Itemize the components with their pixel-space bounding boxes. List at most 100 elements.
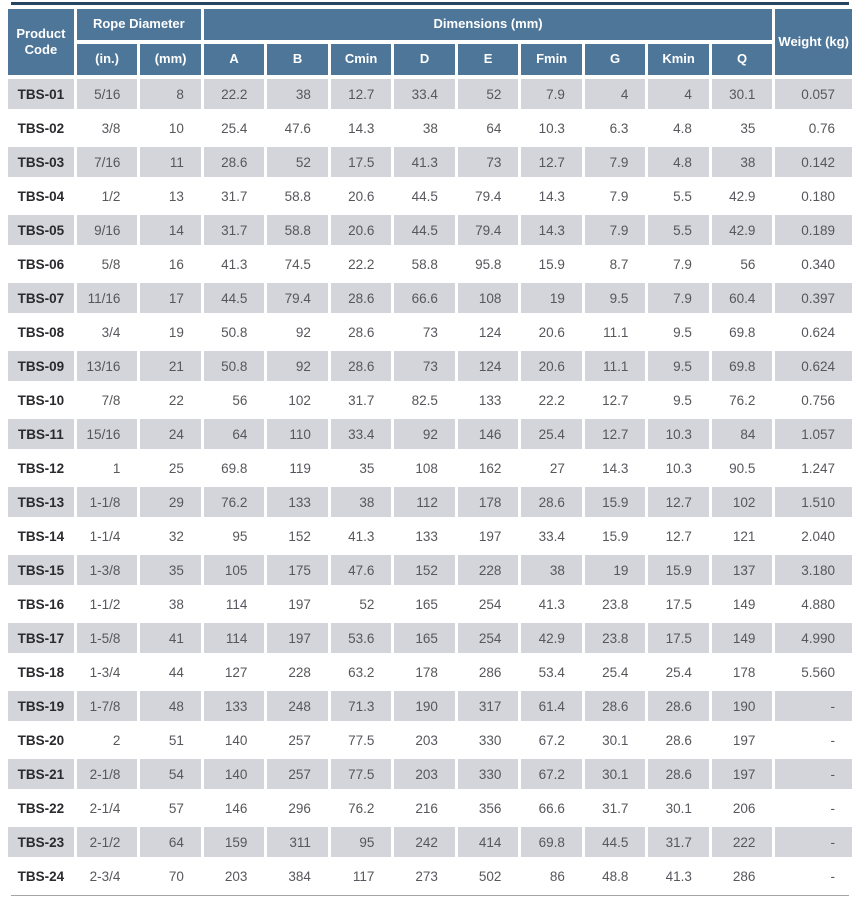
table-row: TBS-16 1-1/2 38 114 197 52 165 254 41.3 23.8 17.5 1… [8,589,852,619]
value-cell: 60.4 [711,283,773,313]
value-cell: 86 [549,868,565,884]
product-code-cell: TBS-17 [8,623,74,653]
value-cell: 0.624 [801,324,835,340]
value-cell: 42.9 [711,215,773,245]
value-cell: 197 [732,732,756,748]
value-cell: 7.9 [521,79,582,109]
value-cell: 14.3 [348,120,375,136]
value-cell: 33.4 [394,79,455,109]
value-cell: 102 [711,487,773,517]
value-cell: 105 [203,555,265,585]
value-cell: 149 [732,596,756,612]
value-cell: 25.4 [521,419,582,449]
value-cell: 41.3 [221,256,248,272]
product-code-cell: TBS-19 [8,691,74,721]
value-cell: 41.3 [348,528,375,544]
value-cell: 178 [732,664,756,680]
table-row: TBS-14 1-1/4 32 95 152 41.3 133 197 33.4 15.9 12.7… [8,521,852,551]
value-cell: 24 [140,419,201,449]
value-cell: 30.1 [665,800,692,816]
value-cell: 42.9 [521,623,582,653]
value-cell: 20.6 [538,324,565,340]
product-code-cell: TBS-08 [17,324,65,340]
value-cell: 41.3 [538,596,565,612]
value-cell: - [775,691,852,721]
product-code-cell: TBS-24 [17,868,65,884]
value-cell: 108 [457,283,519,313]
value-cell: 1/2 [101,188,121,204]
value-cell: 146 [224,800,248,816]
value-cell: 32 [168,528,184,544]
value-cell: 9.5 [584,283,646,313]
table-row: TBS-23 2-1/2 64 159 311 95 242 414 69.8 44.5 31.7 2… [8,827,852,857]
header-row-top: Product Code Rope Diameter Dimensions (m… [8,9,852,75]
value-cell: 22.2 [348,256,375,272]
value-cell: 127 [224,664,248,680]
value-cell: 58.8 [267,215,328,245]
value-cell: 20.6 [330,215,392,245]
value-cell: 7.9 [584,147,646,177]
value-cell: 64 [203,419,265,449]
value-cell: 286 [478,664,502,680]
value-cell: 1 [112,460,121,476]
value-cell: 1-1/4 [89,528,121,544]
value-cell: 79.4 [457,215,519,245]
value-cell: 133 [478,392,502,408]
product-code-cell: TBS-16 [17,596,65,612]
value-cell: 12.7 [521,147,582,177]
value-cell: 356 [478,800,502,816]
product-code-cell: TBS-07 [8,283,74,313]
value-cell: 197 [288,596,311,612]
value-cell: 10 [168,120,184,136]
value-cell: 119 [289,460,311,476]
value-cell: 11/16 [76,283,138,313]
value-cell: 178 [457,487,519,517]
value-cell: 384 [288,868,311,884]
value-cell: 2-3/4 [89,868,121,884]
value-cell: 53.4 [538,664,565,680]
value-cell: 63.2 [348,664,375,680]
value-cell: 28.6 [521,487,582,517]
value-cell: 38 [521,555,582,585]
table-row: TBS-03 7/16 11 28.6 52 17.5 41.3 73 12.7 7.9 4.8 38… [8,147,852,177]
product-code-cell: TBS-13 [8,487,74,517]
table-row: TBS-05 9/16 14 31.7 58.8 20.6 44.5 79.4 14.3 7.9 5… [8,215,852,245]
value-cell: 133 [415,528,438,544]
table-row: TBS-08 3/4 19 50.8 92 28.6 73 124 20.6 11.1 9.5 69.… [8,317,852,347]
value-cell: 10.3 [648,419,709,449]
header-a: A [203,44,265,75]
value-cell: 1-1/8 [76,487,138,517]
value-cell: 254 [457,623,519,653]
product-code-cell: TBS-10 [17,392,65,408]
value-cell: 12.7 [602,392,629,408]
value-cell: 58.8 [284,188,311,204]
value-cell: 102 [288,392,311,408]
table-row: TBS-20 2 51 140 257 77.5 203 330 67.2 30.1 28.6 197… [8,725,852,755]
value-cell: - [830,732,836,748]
table-bottom-border [11,895,849,896]
value-cell: 31.7 [648,827,709,857]
value-cell: 133 [203,691,265,721]
value-cell: 15.9 [648,555,709,585]
header-rope-diameter: Rope Diameter [76,9,201,40]
value-cell: 76.2 [348,800,375,816]
value-cell: 52 [359,596,375,612]
value-cell: 73 [457,147,519,177]
product-code-cell: TBS-09 [8,351,74,381]
table-body: TBS-01 5/16 8 22.2 38 12.7 33.4 52 7.9 4 4 30.1 0.05… [8,79,852,891]
product-code-cell: TBS-15 [8,555,74,585]
value-cell: 17.5 [648,623,709,653]
value-cell: 69.8 [729,324,756,340]
value-cell: 28.6 [330,283,392,313]
value-cell: 330 [457,759,519,789]
value-cell: 51 [168,732,184,748]
value-cell: 5/16 [76,79,138,109]
specifications-table: Product Code Rope Diameter Dimensions (m… [5,5,855,895]
value-cell: 0.76 [808,120,835,136]
value-cell: 11 [140,147,201,177]
value-cell: 64 [486,120,502,136]
value-cell: 9.5 [673,392,692,408]
value-cell: 67.2 [521,759,582,789]
value-cell: 197 [478,528,502,544]
value-cell: 66.6 [394,283,455,313]
